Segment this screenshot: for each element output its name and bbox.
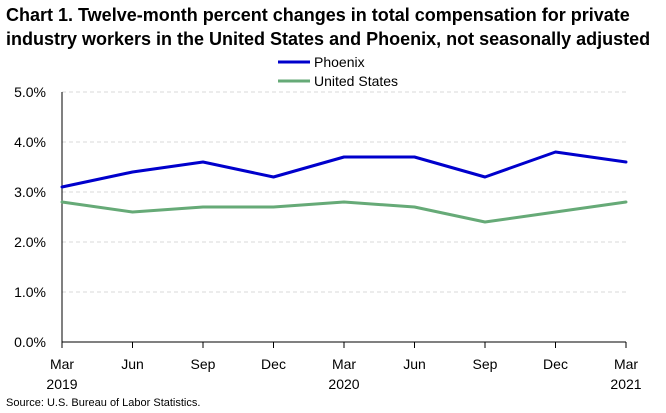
x-tick-label: Mar [50, 356, 74, 372]
series-line-phoenix [60, 150, 628, 189]
y-tick-label: 0.0% [14, 334, 46, 350]
legend-label-united-states: United States [314, 73, 398, 89]
x-tick-label: Sep [473, 356, 498, 372]
x-tick-year-label: 2019 [46, 376, 77, 392]
x-tick-label: Sep [191, 356, 216, 372]
y-tick-label: 5.0% [14, 84, 46, 100]
series-line-united-states [60, 200, 628, 224]
chart-title-line-1: Chart 1. Twelve-month percent changes in… [6, 5, 630, 25]
axes [61, 92, 627, 348]
legend: Phoenix United States [278, 54, 398, 89]
x-tick-label: Dec [261, 356, 286, 372]
x-tick-label: Jun [121, 356, 144, 372]
x-tick-label: Dec [543, 356, 568, 372]
y-tick-label: 4.0% [14, 134, 46, 150]
y-tick-label: 1.0% [14, 284, 46, 300]
x-tick-label: Jun [403, 356, 426, 372]
x-tick-label: Mar [332, 356, 356, 372]
y-tick-label: 2.0% [14, 234, 46, 250]
gridlines [62, 91, 626, 293]
chart-title-line-2: industry workers in the United States an… [6, 29, 651, 49]
source-note: Source: U.S. Bureau of Labor Statistics. [6, 397, 201, 409]
x-tick-year-label: 2020 [328, 376, 359, 392]
series-layer [60, 150, 628, 224]
legend-label-phoenix: Phoenix [314, 54, 365, 70]
y-tick-label: 3.0% [14, 184, 46, 200]
chart-title: Chart 1. Twelve-month percent changes in… [6, 3, 661, 51]
x-tick-label: Mar [614, 356, 638, 372]
tick-labels: 0.0% 1.0% 2.0% 3.0% 4.0% 5.0% Mar 2019 Jun Sep Dec… [14, 84, 642, 392]
x-tick-year-label: 2021 [610, 376, 641, 392]
